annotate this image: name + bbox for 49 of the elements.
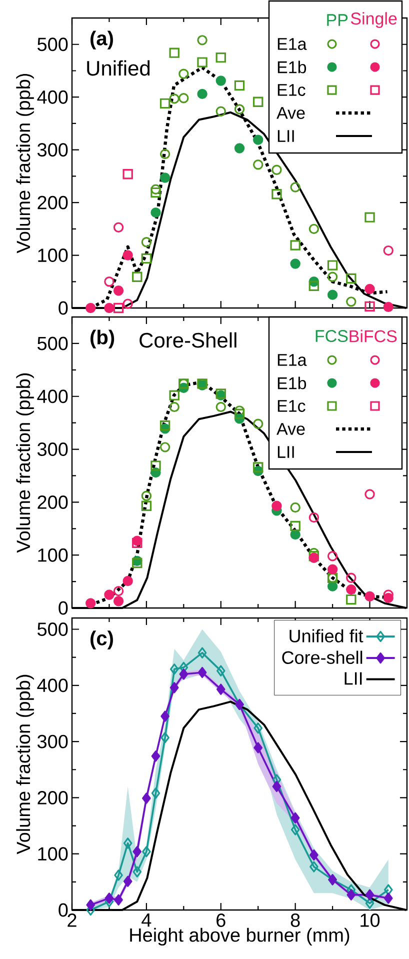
y-tick-label: 200	[38, 790, 68, 804]
text: (c)	[90, 630, 113, 650]
y-tick-label: 0	[58, 903, 68, 917]
x-axis-title: Height above burner (mm)	[130, 928, 350, 946]
y-tick-label: 500	[38, 336, 68, 350]
y-tick-label: 100	[38, 548, 68, 562]
series-label: LII	[278, 130, 294, 142]
y-tick-label: 0	[58, 601, 68, 615]
y-tick-label: 300	[37, 442, 68, 456]
y-tick-label: 200	[38, 495, 68, 509]
y-tick-label: 100	[38, 248, 68, 262]
annotation: BiFCS	[350, 330, 397, 342]
y-tick-label: 0	[58, 301, 68, 315]
x-tick-label: 2	[68, 914, 76, 927]
legend-label: E1a	[278, 354, 307, 366]
legend-label: E1b	[278, 60, 306, 74]
y-axis-title: Volume fraction (ppb)	[16, 74, 34, 254]
x-tick-label: 10	[360, 914, 380, 927]
text: Core-Shell	[140, 332, 236, 348]
y-axis-title: Volume fraction (ppb)	[16, 373, 34, 553]
y-axis-title: Volume fraction (ppb)	[16, 674, 34, 854]
y-tick-label: 200	[38, 196, 68, 210]
y-tick-label: 300	[37, 734, 68, 748]
text: (a)	[90, 30, 113, 50]
y-tick-label: 500	[38, 622, 68, 636]
x-tick-label: 8	[290, 914, 300, 927]
annotation: FCS	[316, 330, 348, 342]
y-tick-label: 400	[37, 678, 68, 692]
annotation: Single	[350, 12, 397, 28]
legend-label: Ave	[276, 107, 305, 119]
x-tick-label: 6	[216, 914, 226, 927]
y-tick-label: 300	[37, 143, 68, 157]
text: Unified	[87, 60, 150, 76]
series-label: LII	[278, 446, 294, 458]
x-tick-label: 4	[142, 914, 152, 927]
legend-label: Ave	[276, 423, 305, 435]
y-tick-label: 500	[38, 38, 68, 52]
legend-label: LII	[344, 672, 362, 685]
y-tick-label: 400	[37, 390, 68, 404]
legend-label: E1c	[278, 400, 306, 412]
legend-label: E1a	[278, 38, 307, 50]
legend-label: E1b	[278, 376, 306, 390]
legend-label: Unified fit	[290, 629, 364, 642]
y-tick-label: 100	[38, 847, 68, 861]
text: (b)	[90, 330, 114, 348]
legend-label: E1c	[278, 84, 306, 96]
legend-label: Core-shell	[282, 650, 362, 664]
y-tick-label: 400	[37, 90, 68, 104]
annotation: PP	[327, 14, 348, 26]
